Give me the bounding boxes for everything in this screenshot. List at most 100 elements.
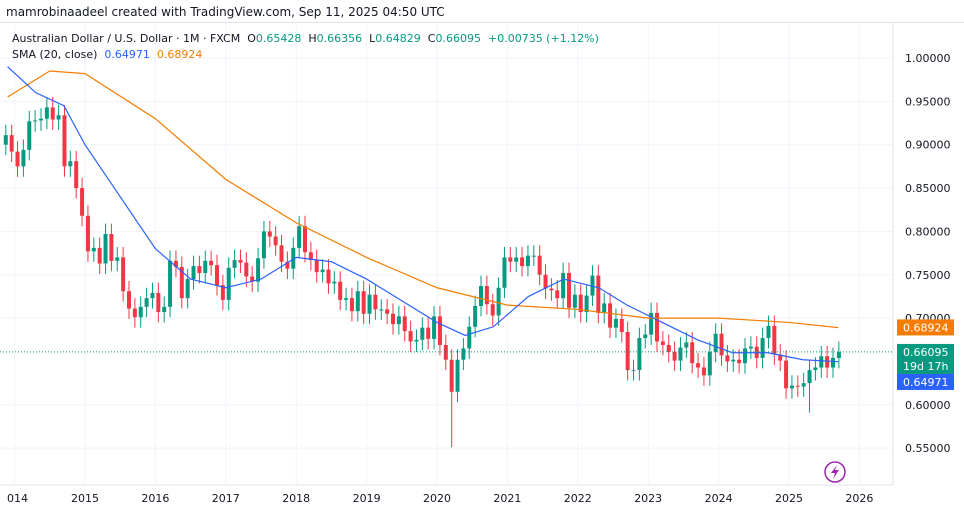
candle-body (461, 348, 466, 360)
candle-body (344, 298, 349, 300)
candle-body (725, 355, 730, 362)
candle-body (33, 120, 38, 122)
candle-body (115, 257, 120, 261)
candle-body (531, 255, 536, 257)
candle-body (396, 316, 401, 325)
x-tick-label: 2026 (845, 492, 873, 505)
candle-body (737, 359, 742, 364)
candle-body (555, 290, 560, 299)
candle-body (608, 303, 613, 328)
candle-body (385, 309, 390, 314)
candle-body (602, 303, 607, 313)
candle-body (68, 161, 73, 167)
candle-body (719, 333, 724, 356)
candle-body (103, 234, 108, 264)
candle-body (631, 370, 636, 372)
candle-body (543, 274, 548, 289)
candle-body (238, 260, 243, 263)
candle-body (696, 363, 701, 368)
y-tick-label: 0.95000 (905, 95, 951, 108)
x-tick-label: 014 (7, 492, 28, 505)
sma20-price-tag: 0.64971 (903, 376, 949, 389)
candle-body (690, 342, 695, 364)
close-label: C (427, 32, 436, 45)
candle-body (672, 351, 677, 361)
candle-body (349, 298, 354, 312)
candle-body (3, 135, 8, 145)
candle-body (449, 359, 454, 392)
sma-legend[interactable]: SMA (20, close) 0.64971 0.68924 (12, 47, 599, 63)
candle-body (402, 316, 407, 332)
candle-body (572, 294, 577, 308)
candle-body (379, 309, 384, 311)
candle-body (649, 312, 654, 335)
x-tick-label: 2020 (423, 492, 451, 505)
candle-body (261, 231, 266, 259)
candle-body (320, 269, 325, 273)
candle-body (373, 294, 378, 310)
candle-body (361, 291, 366, 314)
candle-body (132, 308, 137, 318)
candle-body (537, 255, 542, 275)
candle-body (138, 306, 143, 318)
candle-body (613, 318, 618, 328)
candle-body (308, 252, 313, 261)
lightning-glyph (831, 465, 839, 479)
candle-body (408, 331, 413, 342)
candle-body (655, 312, 659, 342)
candle-body (789, 385, 794, 389)
x-tick-label: 2024 (705, 492, 733, 505)
x-tick-label: 2025 (775, 492, 803, 505)
candle-body (15, 151, 20, 167)
candle-body (743, 348, 747, 364)
x-tick-label: 2018 (282, 492, 310, 505)
y-tick-label: 0.75000 (905, 269, 951, 282)
y-tick-label: 1.00000 (905, 52, 951, 65)
symbol-name[interactable]: Australian Dollar / U.S. Dollar · 1M · F… (12, 32, 241, 45)
candle-body (455, 359, 460, 392)
candle-body (831, 357, 835, 368)
low-label: L (369, 32, 376, 45)
candle-body (479, 286, 483, 306)
candle-body (795, 385, 800, 387)
high-label: H (308, 32, 317, 45)
candle-body (678, 347, 683, 361)
candle-body (109, 234, 114, 261)
candle-body (27, 121, 32, 150)
candle-body (778, 354, 783, 361)
high-value: 0.66356 (316, 32, 363, 45)
candle-body (701, 367, 706, 376)
candle-body (561, 273, 566, 299)
x-tick-label: 2016 (141, 492, 169, 505)
candle-body (660, 341, 665, 345)
candle-body (144, 298, 149, 307)
candle-body (297, 226, 302, 248)
candle-body (173, 260, 178, 267)
candle-body (179, 266, 184, 299)
y-tick-label: 0.85000 (905, 182, 951, 195)
candle-body (314, 260, 319, 273)
candle-body (291, 247, 296, 269)
candle-body (121, 257, 126, 292)
candle-body (520, 257, 525, 267)
candle-body (338, 281, 343, 300)
chart-legend: Australian Dollar / U.S. Dollar · 1M · F… (12, 31, 599, 63)
last-price-tag-bg (897, 343, 954, 374)
candle-body (39, 118, 43, 121)
last-price-tag: 0.66095 (903, 346, 949, 359)
x-tick-label: 2015 (71, 492, 99, 505)
candle-body (91, 247, 96, 252)
candle-body (514, 257, 519, 262)
candle-body (256, 258, 261, 282)
candle-body (50, 107, 55, 120)
candle-body (197, 266, 202, 274)
candle-body (443, 344, 448, 360)
candle-body (508, 257, 513, 262)
candle-body (203, 260, 208, 274)
candle-body (766, 325, 771, 339)
candle-body (185, 279, 190, 299)
close-value: 0.66095 (435, 32, 481, 45)
candle-body (731, 359, 736, 362)
candle-body (414, 339, 419, 342)
